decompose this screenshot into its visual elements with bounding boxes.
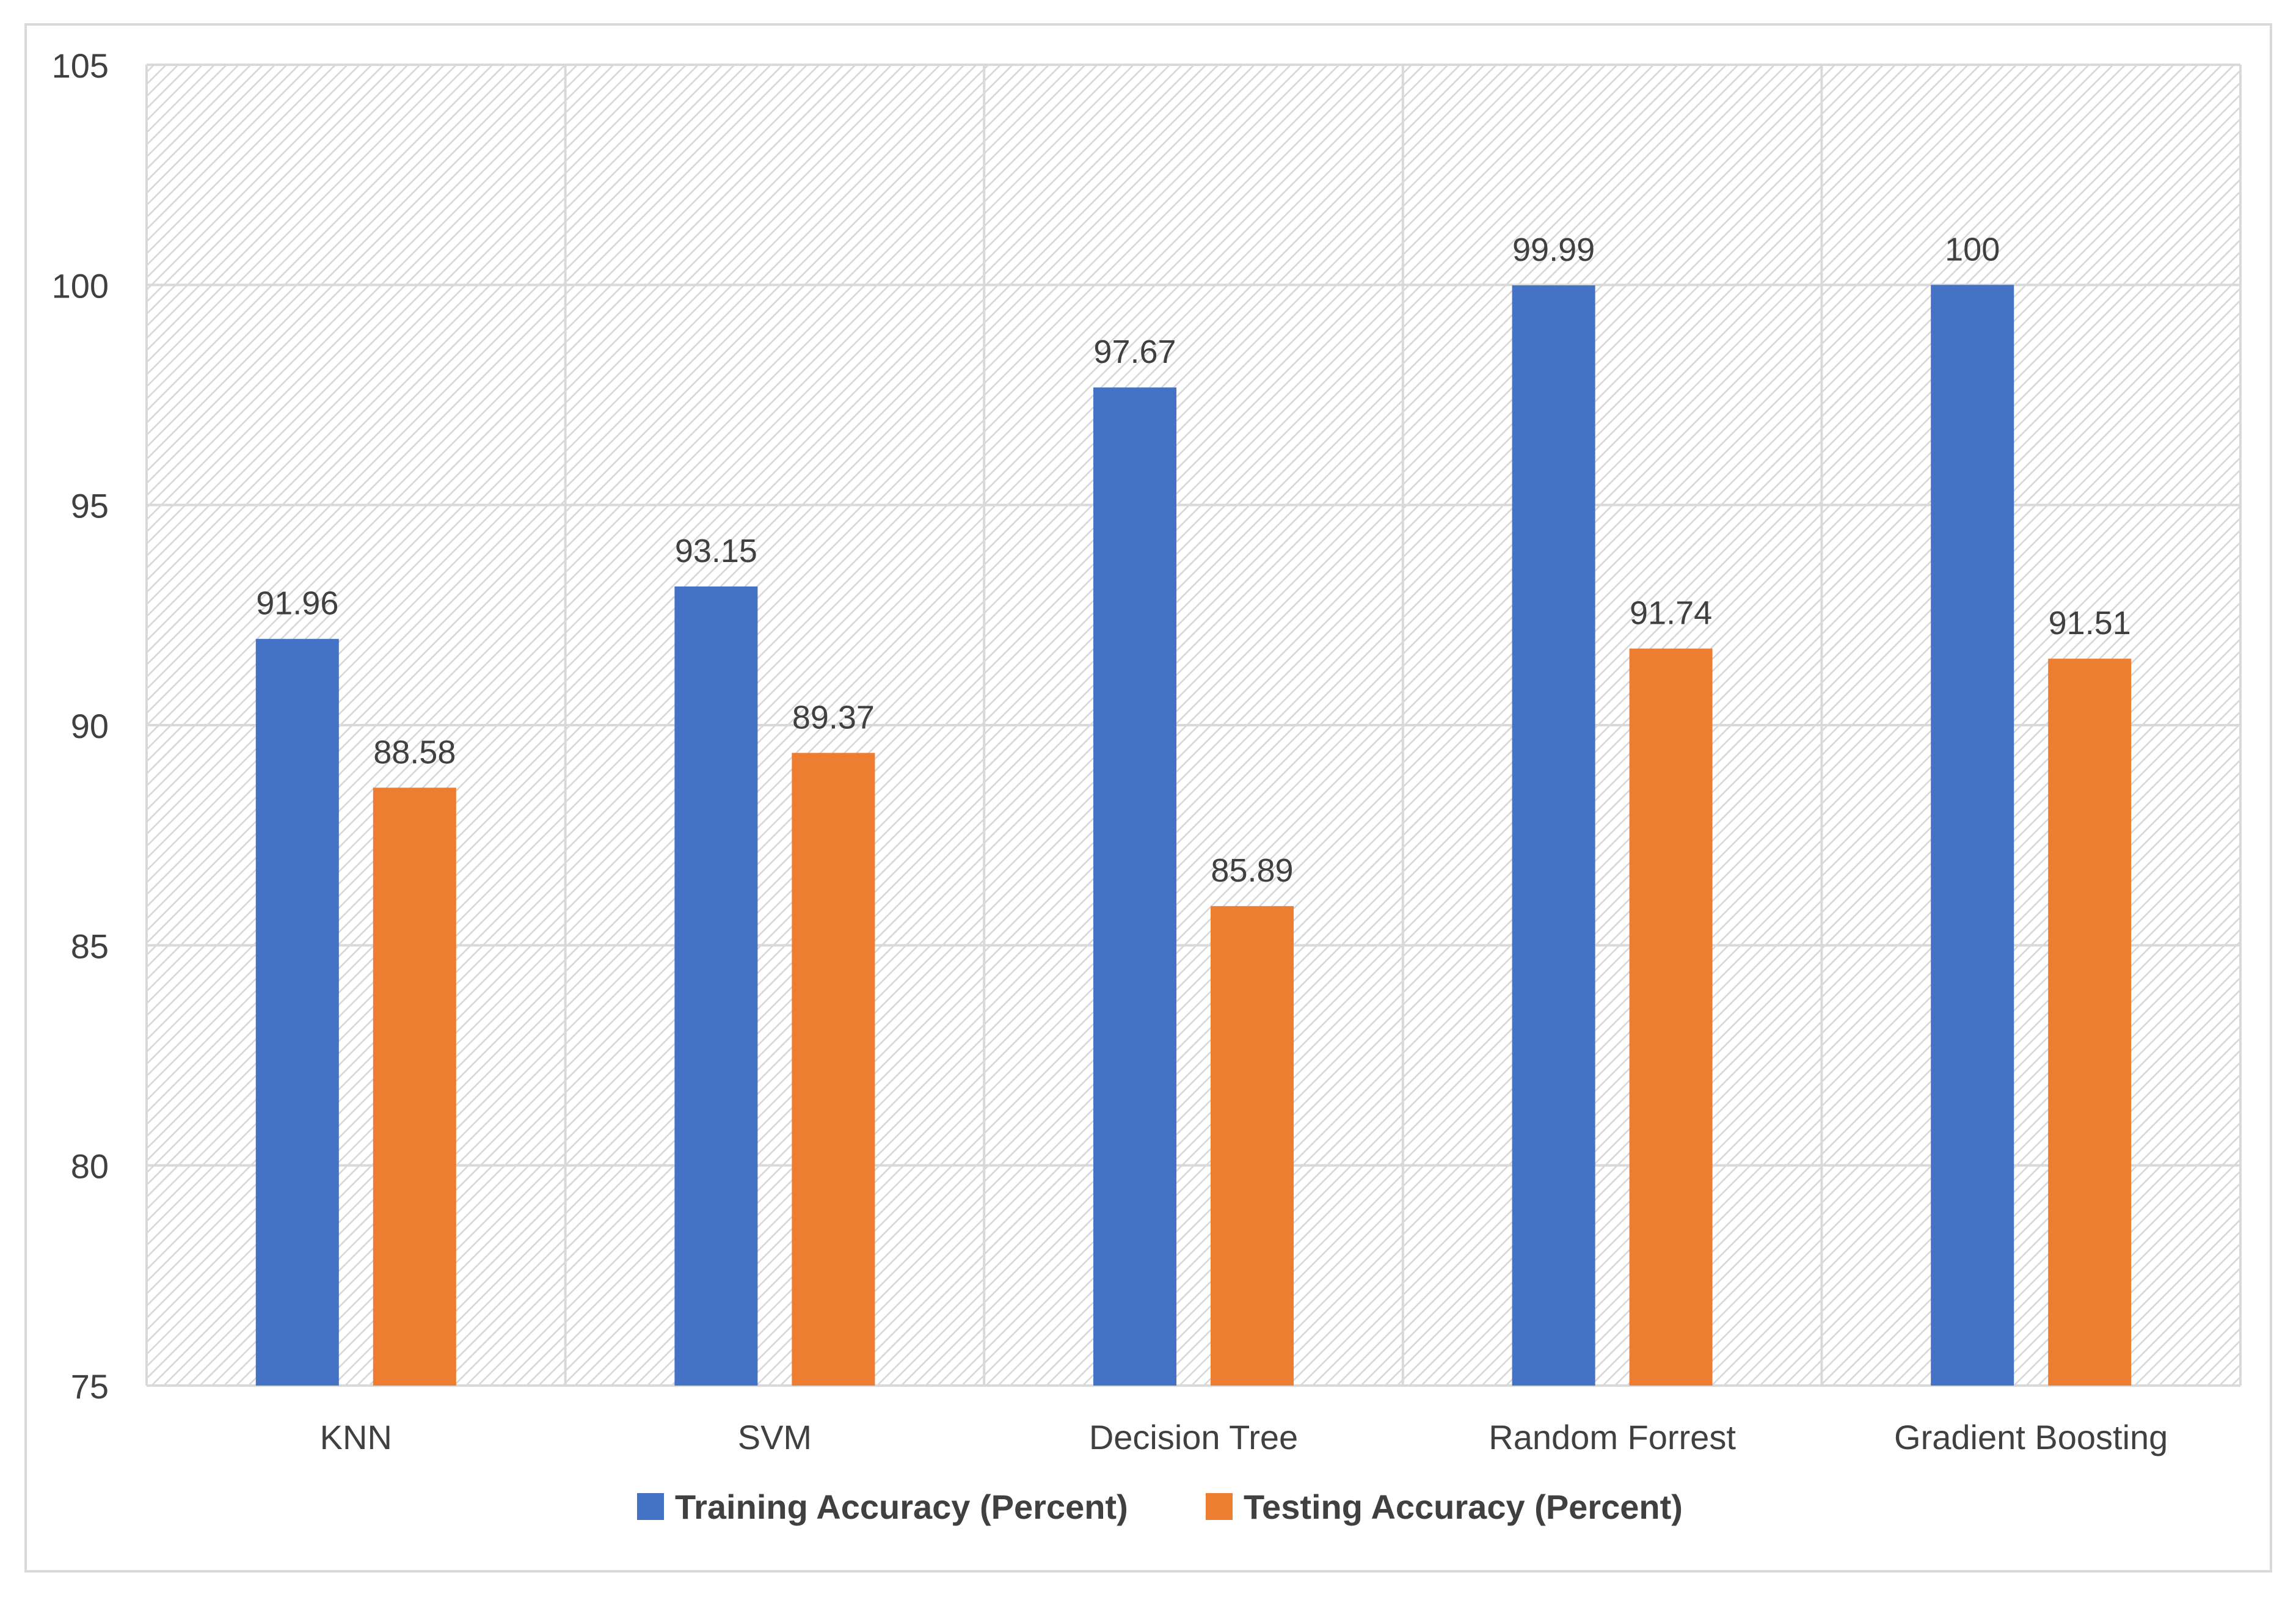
data-label: 91.51 bbox=[2049, 605, 2131, 641]
y-tick-label: 80 bbox=[71, 1147, 109, 1186]
bar-testing-1[interactable] bbox=[792, 753, 875, 1386]
data-label: 93.15 bbox=[675, 533, 757, 569]
labels-layer: 91.96 88.58 93.15 89.37 97.67 85.89 99.99 91.74… bbox=[256, 231, 2131, 889]
x-tick-label: Decision Tree bbox=[1089, 1418, 1298, 1456]
bar-training-3[interactable] bbox=[1512, 285, 1595, 1386]
legend-swatch-training bbox=[637, 1493, 664, 1520]
data-label: 88.58 bbox=[373, 734, 456, 770]
data-label: 91.96 bbox=[256, 585, 338, 622]
y-tick-label: 75 bbox=[71, 1367, 109, 1406]
bar-training-0[interactable] bbox=[255, 638, 339, 1386]
y-tick-label: 95 bbox=[71, 487, 109, 525]
y-tick-label: 105 bbox=[52, 46, 109, 85]
bar-testing-2[interactable] bbox=[1211, 906, 1294, 1386]
y-tick-label: 100 bbox=[52, 266, 109, 305]
bars-layer bbox=[255, 285, 2132, 1386]
bar-training-1[interactable] bbox=[674, 586, 758, 1386]
data-label: 85.89 bbox=[1211, 852, 1293, 889]
data-label: 91.74 bbox=[1630, 595, 1712, 632]
legend: Training Accuracy (Percent) Testing Accur… bbox=[637, 1488, 1683, 1526]
grid-layer bbox=[145, 64, 2242, 1387]
data-label: 100 bbox=[1945, 231, 2000, 268]
bar-training-2[interactable] bbox=[1093, 387, 1176, 1386]
legend-label-training[interactable]: Training Accuracy (Percent) bbox=[675, 1488, 1128, 1526]
bar-training-4[interactable] bbox=[1931, 285, 2014, 1386]
data-label: 99.99 bbox=[1512, 232, 1595, 268]
bar-testing-0[interactable] bbox=[373, 787, 456, 1386]
bar-testing-3[interactable] bbox=[1629, 648, 1713, 1386]
x-tick-label: SVM bbox=[738, 1418, 812, 1456]
y-tick-label: 85 bbox=[71, 927, 109, 965]
data-label: 97.67 bbox=[1093, 334, 1176, 370]
x-tick-label: Random Forrest bbox=[1489, 1418, 1736, 1456]
x-tick-label: KNN bbox=[320, 1418, 392, 1456]
data-label: 89.37 bbox=[792, 699, 875, 736]
x-tick-label: Gradient Boosting bbox=[1894, 1418, 2168, 1456]
axis-layer: 75 80 85 90 95 100 105 KNN SVM Decision Tree Rando… bbox=[52, 46, 2168, 1456]
bar-testing-4[interactable] bbox=[2048, 659, 2132, 1386]
legend-label-testing[interactable]: Testing Accuracy (Percent) bbox=[1244, 1488, 1683, 1526]
legend-swatch-testing bbox=[1206, 1493, 1233, 1520]
y-tick-label: 90 bbox=[71, 707, 109, 745]
